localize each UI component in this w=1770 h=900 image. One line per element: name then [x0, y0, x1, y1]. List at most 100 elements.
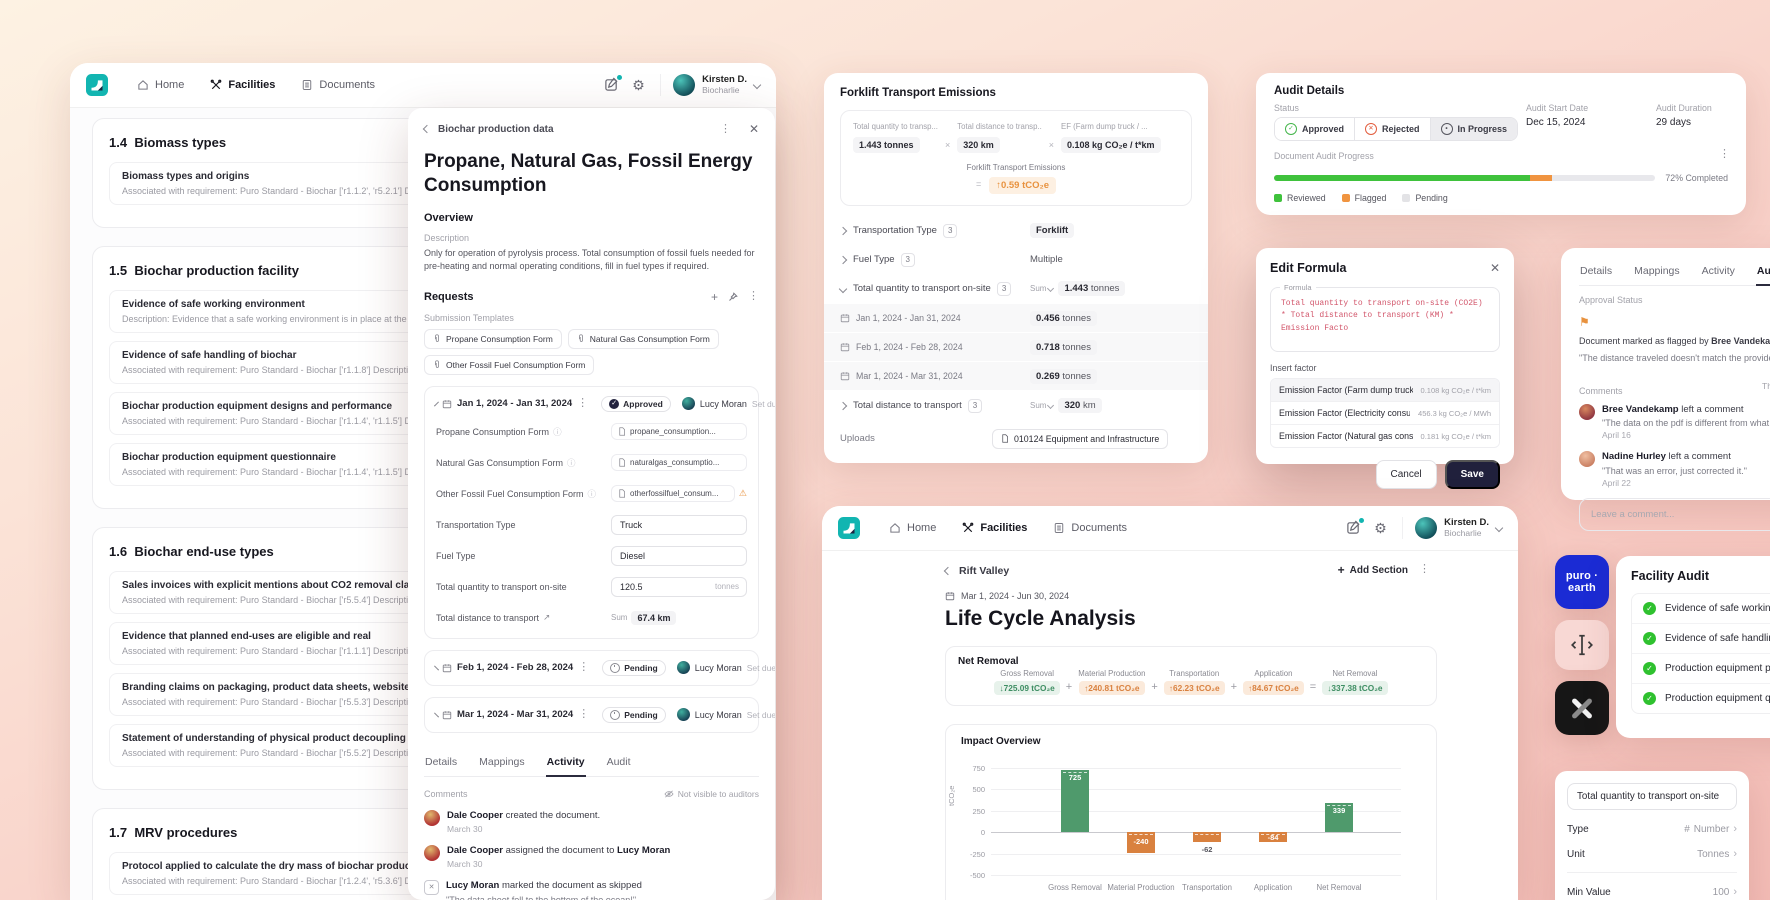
set-due-date[interactable]: Set due date [746, 662, 775, 673]
file-attachment[interactable]: naturalgas_consumptio... [611, 454, 747, 471]
kebab-icon[interactable]: ⋮ [578, 661, 590, 673]
set-due-date[interactable]: Set due date [746, 709, 775, 720]
kebab-icon[interactable]: ⋮ [748, 290, 759, 302]
breadcrumb[interactable]: Rift Valley [959, 565, 1010, 577]
tab-details[interactable]: Details [1580, 265, 1613, 277]
file-attachment[interactable]: otherfossilfuel_consum... [611, 485, 735, 502]
field-name-input[interactable]: Total quantity to transport on-site [1567, 783, 1737, 810]
tab-audit[interactable]: Audit [1755, 258, 1770, 286]
app-logo-icon[interactable] [86, 74, 108, 96]
field-row-total-distance[interactable]: Total distance to transport 3 Sum 320 km [838, 391, 1192, 420]
status-option-in-progress[interactable]: • In Progress [1430, 118, 1518, 140]
tab-mappings[interactable]: Mappings [479, 755, 525, 768]
status-option-rejected[interactable]: ✕ Rejected [1355, 118, 1431, 140]
kebab-icon[interactable]: ⋮ [1419, 563, 1430, 575]
expand-icon[interactable] [434, 712, 439, 717]
expand-icon[interactable] [434, 665, 439, 670]
save-button[interactable]: Save [1444, 460, 1500, 490]
back-icon[interactable] [943, 566, 953, 576]
info-icon: ⓘ [553, 426, 562, 437]
section-title: 1.7 MRV procedures [109, 825, 238, 840]
nav-item-documents[interactable]: Documents [290, 79, 386, 91]
panel-breadcrumb[interactable]: Biochar production data [438, 123, 554, 135]
kebab-icon[interactable]: ⋮ [1719, 148, 1730, 160]
status-option-approved[interactable]: ✓ Approved [1275, 118, 1356, 140]
user-menu[interactable]: Kirsten D. Biocharlie [660, 74, 762, 96]
requests-heading: Requests [424, 290, 474, 303]
collapse-icon[interactable] [434, 401, 439, 406]
compose-icon[interactable] [1346, 518, 1365, 536]
transportation-type-input[interactable]: Truck [611, 514, 747, 535]
gear-icon[interactable]: ⚙ [1374, 520, 1387, 536]
fuel-type-input[interactable]: Diesel [611, 545, 747, 566]
sum-dropdown[interactable]: Sum [1030, 401, 1055, 410]
tab-activity[interactable]: Activity [1701, 265, 1735, 277]
quantity-input[interactable]: 120.5 tonnes [611, 576, 747, 597]
unit-row[interactable]: Unit Tonnes › [1567, 848, 1737, 860]
forklift-emissions-card: Forklift Transport Emissions Total quant… [824, 73, 1208, 463]
factor-option[interactable]: Emission Factor (Farm dump truck/spreade… [1271, 379, 1499, 403]
net-removal-label: Net Removal [958, 656, 1019, 667]
compose-icon[interactable] [604, 75, 623, 93]
card-title: Facility Audit [1631, 569, 1710, 583]
sum-dropdown[interactable]: Sum [1030, 284, 1055, 293]
kebab-icon[interactable]: ⋮ [578, 708, 590, 720]
cancel-button[interactable]: Cancel [1375, 460, 1437, 490]
field-row-total-quantity[interactable]: Total quantity to transport on-site 3 Sum… [838, 274, 1192, 303]
date-range[interactable]: Mar 1, 2024 - Jun 30, 2024 [945, 591, 1069, 601]
user-menu[interactable]: Kirsten D. Biocharlie [1402, 517, 1504, 539]
chevron-down-icon [752, 80, 762, 90]
chart-bar: -240 [1127, 832, 1155, 853]
min-value-row[interactable]: Min Value 100 › [1567, 886, 1737, 898]
set-due-date[interactable]: Set due date [751, 398, 775, 409]
kebab-icon[interactable]: ⋮ [719, 122, 731, 135]
type-row[interactable]: Type # Number › [1567, 823, 1737, 835]
template-chip[interactable]: Natural Gas Consumption Form [567, 328, 719, 349]
field-row-fuel-type[interactable]: Fuel Type 3 Multiple [838, 245, 1192, 274]
comment-input[interactable]: Leave a comment... [1579, 497, 1770, 531]
result-value: ↑0.59 tCO₂e [989, 177, 1057, 194]
audit-check-item[interactable]: ✓Evidence of safe working environment [1632, 594, 1770, 624]
upload-file-chip[interactable]: 010124 Equipment and Infrastructure [992, 428, 1169, 449]
count-badge: 3 [996, 281, 1012, 296]
factor-option[interactable]: Emission Factor (Natural gas consumption… [1271, 425, 1499, 448]
back-icon[interactable] [422, 124, 432, 134]
external-link-icon[interactable]: ↗ [543, 612, 551, 622]
file-attachment[interactable]: propane_consumption... [611, 423, 747, 440]
legend-reviewed-swatch [1274, 194, 1282, 202]
pin-icon[interactable] [728, 291, 738, 302]
nav-item-facilities[interactable]: Facilities [951, 522, 1038, 534]
count-badge: 3 [942, 223, 958, 238]
formula-input[interactable]: Formula Total quantity to transport on-s… [1270, 283, 1500, 353]
chart-gridline [991, 789, 1401, 791]
audit-check-item[interactable]: ✓Production equipment questionnaire [1632, 684, 1770, 713]
close-tool-tile[interactable] [1555, 681, 1609, 735]
gear-icon[interactable]: ⚙ [632, 77, 645, 93]
template-chip[interactable]: Propane Consumption Form [424, 328, 562, 349]
text-cursor-tool-tile[interactable] [1555, 620, 1609, 670]
tab-mappings[interactable]: Mappings [1634, 265, 1680, 277]
factor-option[interactable]: Emission Factor (Electricity consumption… [1271, 402, 1499, 426]
tab-activity[interactable]: Activity [545, 749, 586, 777]
field-row-transportation-type[interactable]: Transportation Type 3 Forklift [838, 216, 1192, 245]
audit-check-item[interactable]: ✓Evidence of safe handling of biochar [1632, 624, 1770, 654]
audit-check-item[interactable]: ✓Production equipment performance [1632, 654, 1770, 684]
factor-value: 0.108 kg CO₂e / t*km [1061, 137, 1161, 153]
template-chip[interactable]: Other Fossil Fuel Consumption Form [424, 354, 595, 375]
info-icon: ⓘ [567, 457, 576, 468]
add-section-button[interactable]: + Add Section [1337, 563, 1408, 577]
impact-overview-card: Impact Overview tCO₂e 750 500 250 0 -250 -500… [945, 724, 1437, 900]
tab-details[interactable]: Details [425, 755, 458, 768]
nav-item-facilities[interactable]: Facilities [199, 79, 286, 91]
add-request-icon[interactable]: + [710, 289, 718, 304]
app-logo-icon[interactable] [838, 517, 860, 539]
close-icon[interactable]: ✕ [748, 122, 759, 136]
expand-icon [838, 226, 848, 235]
nav-item-home[interactable]: Home [878, 522, 947, 534]
nav-item-home[interactable]: Home [126, 79, 195, 91]
tab-audit[interactable]: Audit [606, 755, 631, 768]
check-circle-icon: ✓ [1643, 692, 1656, 705]
close-icon[interactable]: ✕ [1489, 261, 1500, 275]
kebab-icon[interactable]: ⋮ [577, 397, 589, 409]
nav-item-documents[interactable]: Documents [1042, 522, 1138, 534]
